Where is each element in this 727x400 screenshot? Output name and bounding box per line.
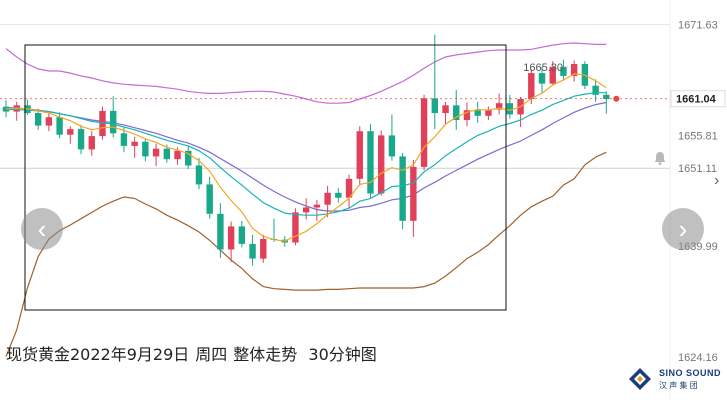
candle-42 bbox=[453, 89, 460, 130]
candle-17 bbox=[185, 145, 192, 169]
candle-8 bbox=[88, 131, 95, 156]
caption-weekday: 周四 bbox=[195, 345, 228, 364]
candlesticks bbox=[2, 34, 610, 266]
candle-12 bbox=[131, 136, 138, 158]
current-price-box bbox=[670, 90, 726, 108]
candle-23 bbox=[249, 234, 256, 266]
candle-34 bbox=[367, 124, 374, 198]
current-price-dot bbox=[613, 95, 620, 102]
candle-11 bbox=[120, 127, 128, 153]
candle-39 bbox=[420, 94, 428, 171]
caption-desc: 整体走势 bbox=[233, 345, 298, 364]
candle-28 bbox=[302, 198, 310, 220]
candle-44 bbox=[474, 101, 481, 123]
candle-30 bbox=[324, 185, 331, 218]
chevron-left-icon: ‹ bbox=[37, 213, 47, 244]
chevron-right-icon: › bbox=[678, 213, 688, 244]
candle-20 bbox=[217, 203, 224, 258]
boll-mid-line bbox=[5, 101, 607, 212]
ma-teal-line bbox=[6, 92, 607, 216]
candle-46 bbox=[495, 93, 503, 115]
current-price-label: 1661.04 bbox=[676, 94, 717, 106]
logo-sub: 汉 声 集 团 bbox=[659, 381, 698, 390]
candle-48 bbox=[517, 96, 524, 127]
candle-3 bbox=[34, 108, 42, 130]
candle-21 bbox=[227, 221, 235, 263]
boll-upper-line bbox=[5, 42, 607, 104]
caption-timeframe: 30分钟图 bbox=[308, 345, 377, 364]
price-label-4: 1624.16 bbox=[678, 352, 718, 364]
candle-52 bbox=[560, 59, 567, 80]
candle-55 bbox=[592, 79, 599, 102]
chart-caption: 现货黄金2022年9月29日 周四 整体走势 30分钟图 bbox=[6, 341, 383, 365]
candle-56 bbox=[603, 91, 610, 114]
candle-29 bbox=[313, 199, 321, 221]
candle-10 bbox=[110, 96, 117, 138]
candle-19 bbox=[206, 176, 213, 219]
candle-6 bbox=[67, 126, 74, 144]
high-marker-label: 1665.30 bbox=[523, 62, 563, 74]
candle-1 bbox=[13, 101, 20, 121]
moving-averages: 1665.30 bbox=[0, 62, 670, 242]
candle-50 bbox=[538, 66, 546, 93]
candle-22 bbox=[238, 220, 246, 248]
candle-43 bbox=[463, 102, 471, 127]
sino-sound-logo bbox=[629, 368, 651, 390]
candle-25 bbox=[270, 218, 278, 242]
logo-text: SINO SOUND bbox=[659, 368, 722, 378]
next-arrow-button[interactable]: › bbox=[662, 208, 704, 250]
price-label-2: 1651.11 bbox=[678, 163, 717, 175]
candle-24 bbox=[260, 234, 267, 263]
price-axis: 1671.631655.811651.111639.991624.161661.… bbox=[670, 20, 726, 364]
caption-title: 现货黄金2022年9月29日 bbox=[6, 345, 190, 364]
price-label-1: 1655.81 bbox=[678, 130, 718, 142]
candle-36 bbox=[388, 114, 396, 161]
boll-lower-line bbox=[5, 151, 607, 357]
candle-33 bbox=[356, 126, 363, 186]
candle-13 bbox=[142, 138, 149, 162]
candle-37 bbox=[399, 152, 406, 230]
candle-47 bbox=[506, 94, 514, 119]
candle-18 bbox=[195, 157, 203, 190]
chart-grid bbox=[0, 0, 671, 400]
candle-35 bbox=[378, 130, 385, 196]
candle-7 bbox=[77, 124, 85, 155]
candle-40 bbox=[431, 34, 438, 130]
price-label-0: 1671.63 bbox=[678, 20, 718, 32]
candle-45 bbox=[485, 106, 492, 120]
candle-38 bbox=[410, 159, 417, 237]
chevron-right-icon: › bbox=[714, 172, 720, 189]
candle-31 bbox=[335, 187, 342, 203]
alert-bell-icon[interactable] bbox=[652, 150, 668, 166]
candle-14 bbox=[152, 143, 160, 167]
expand-panel-button[interactable]: › bbox=[714, 172, 719, 190]
candle-51 bbox=[549, 61, 556, 85]
candle-4 bbox=[45, 113, 53, 132]
candle-41 bbox=[442, 101, 449, 125]
candle-53 bbox=[570, 60, 578, 82]
highlight-box bbox=[24, 44, 507, 311]
prev-arrow-button[interactable]: ‹ bbox=[21, 208, 63, 250]
candle-32 bbox=[345, 174, 353, 209]
